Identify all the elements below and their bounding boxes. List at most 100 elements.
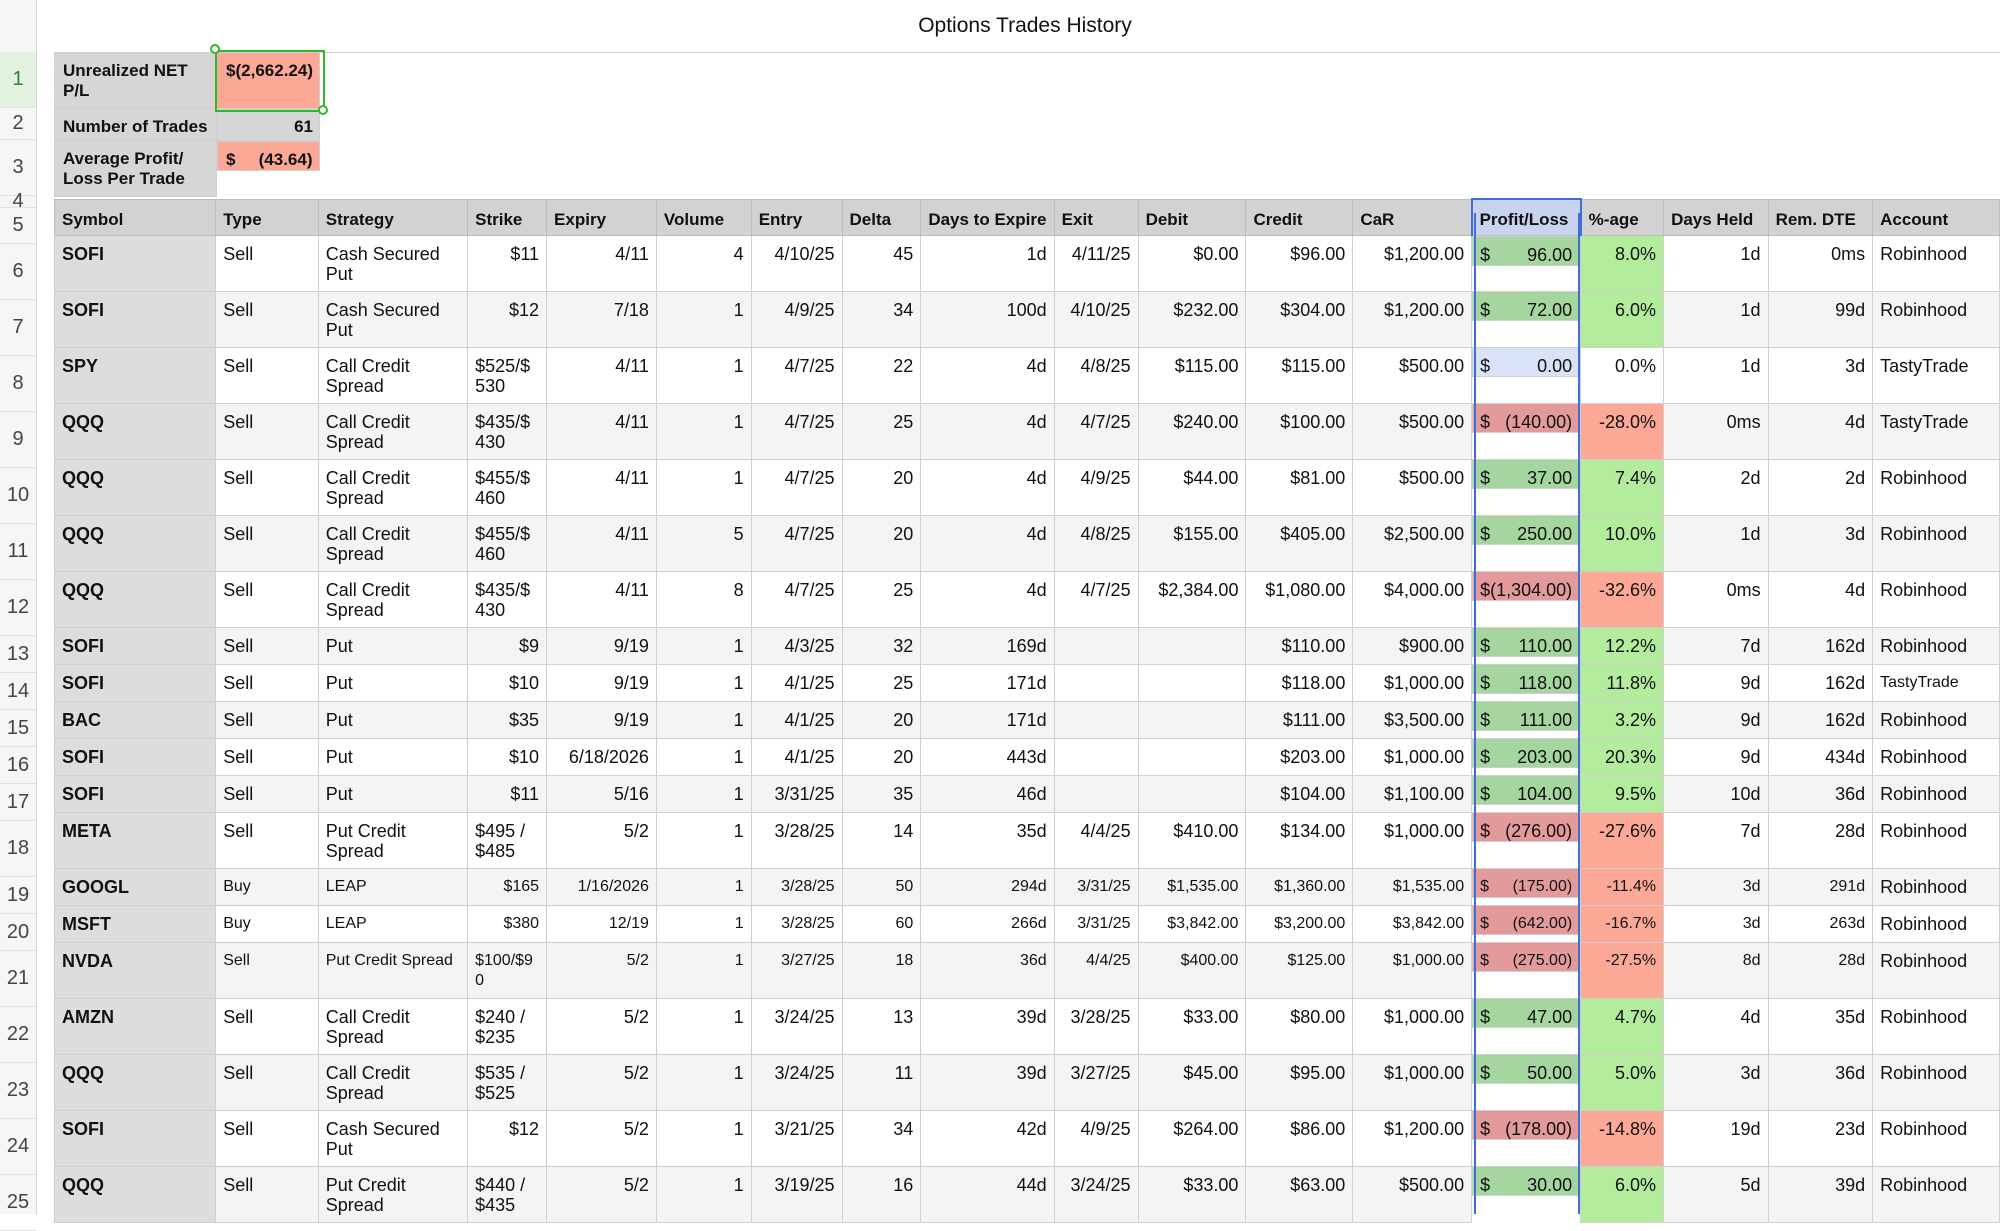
cell-type[interactable]: Sell (215, 1109, 319, 1167)
cell-delta[interactable]: 45 (841, 234, 922, 292)
cell-symbol[interactable]: QQQ (53, 1053, 217, 1111)
cell-expiry[interactable]: 4/11 (546, 402, 657, 460)
cell-debit[interactable] (1137, 774, 1247, 813)
cell-days-held[interactable]: 9d (1663, 737, 1769, 776)
cell-car[interactable]: $1,200.00 (1352, 234, 1473, 292)
cell-dte[interactable]: 171d (920, 663, 1055, 702)
cell-days-held[interactable]: 7d (1663, 626, 1769, 665)
cell-strategy[interactable]: Put (317, 774, 469, 813)
cell-credit[interactable]: $63.00 (1245, 1165, 1354, 1223)
row-number[interactable]: 2 (0, 108, 36, 140)
cell-rem-dte[interactable]: 2d (1767, 458, 1874, 516)
cell-symbol[interactable]: QQQ (53, 514, 217, 572)
column-header-days-to-expire[interactable]: Days to Expire (920, 198, 1055, 236)
cell-type[interactable]: Sell (215, 514, 319, 572)
column-header-credit[interactable]: Credit (1245, 198, 1354, 236)
cell-type[interactable]: Buy (215, 867, 319, 906)
cell-symbol[interactable]: SOFI (53, 663, 217, 702)
cell-expiry[interactable]: 4/11 (546, 234, 657, 292)
selection-handle-top[interactable] (210, 44, 220, 54)
cell-volume[interactable]: 1 (655, 774, 752, 813)
cell-strategy[interactable]: Call Credit Spread (317, 997, 469, 1055)
cell-delta[interactable]: 18 (841, 941, 922, 999)
cell-delta[interactable]: 11 (841, 1053, 922, 1111)
cell-dte[interactable]: 171d (920, 700, 1055, 739)
cell-volume[interactable]: 1 (655, 867, 752, 906)
cell-volume[interactable]: 1 (655, 402, 752, 460)
cell-strike[interactable]: $165 (467, 867, 548, 906)
cell-rem-dte[interactable]: 36d (1767, 774, 1874, 813)
selection-handle-bottom[interactable] (318, 105, 328, 115)
cell-type[interactable]: Sell (215, 663, 319, 702)
cell-exit[interactable]: 4/10/25 (1053, 290, 1139, 348)
cell-car[interactable]: $1,100.00 (1352, 774, 1473, 813)
row-number[interactable]: 18 (0, 821, 36, 877)
cell-rem-dte[interactable]: 99d (1767, 290, 1874, 348)
cell-exit[interactable]: 4/9/25 (1053, 458, 1139, 516)
cell-account[interactable]: Robinhood (1872, 626, 2000, 665)
cell-type[interactable]: Sell (215, 290, 319, 348)
cell-rem-dte[interactable]: 36d (1767, 1053, 1874, 1111)
cell-debit[interactable]: $2,384.00 (1137, 570, 1247, 628)
cell-type[interactable]: Sell (215, 737, 319, 776)
cell-delta[interactable]: 20 (841, 514, 922, 572)
cell-car[interactable]: $1,000.00 (1352, 737, 1473, 776)
cell-entry[interactable]: 3/27/25 (750, 941, 843, 999)
cell-debit[interactable]: $33.00 (1137, 997, 1247, 1055)
cell-symbol[interactable]: SOFI (53, 737, 217, 776)
cell-entry[interactable]: 4/1/25 (750, 700, 843, 739)
cell-entry[interactable]: 3/31/25 (750, 774, 843, 813)
cell-credit[interactable]: $203.00 (1245, 737, 1354, 776)
cell-delta[interactable]: 20 (841, 458, 922, 516)
cell-rem-dte[interactable]: 291d (1767, 867, 1874, 906)
cell-account[interactable]: Robinhood (1872, 811, 2000, 869)
cell-symbol[interactable]: QQQ (53, 402, 217, 460)
cell-entry[interactable]: 4/10/25 (750, 234, 843, 292)
cell-dte[interactable]: 42d (920, 1109, 1055, 1167)
cell-dte[interactable]: 44d (920, 1165, 1055, 1223)
cell-car[interactable]: $500.00 (1352, 458, 1473, 516)
cell-strategy[interactable]: Call Credit Spread (317, 570, 469, 628)
cell-strategy[interactable]: Call Credit Spread (317, 514, 469, 572)
cell-car[interactable]: $900.00 (1352, 626, 1473, 665)
cell-car[interactable]: $1,000.00 (1352, 1053, 1473, 1111)
cell-debit[interactable]: $155.00 (1137, 514, 1247, 572)
cell-percentage[interactable]: 8.0% (1580, 234, 1665, 292)
cell-strategy[interactable]: Cash Secured Put (317, 234, 469, 292)
column-header-profit-loss[interactable]: Profit/Loss (1470, 198, 1582, 236)
column-header-entry[interactable]: Entry (750, 198, 843, 236)
cell-credit[interactable]: $96.00 (1245, 234, 1354, 292)
cell-strategy[interactable]: Call Credit Spread (317, 346, 469, 404)
cell-volume[interactable]: 1 (655, 700, 752, 739)
cell-credit[interactable]: $110.00 (1245, 626, 1354, 665)
row-number[interactable]: 12 (0, 580, 36, 636)
cell-percentage[interactable]: 6.0% (1580, 1165, 1665, 1223)
cell-strategy[interactable]: Cash Secured Put (317, 290, 469, 348)
cell-car[interactable]: $3,842.00 (1352, 904, 1473, 943)
cell-profit-loss[interactable]: $47.00 (1472, 998, 1581, 1028)
cell-car[interactable]: $1,000.00 (1352, 811, 1473, 869)
cell-debit[interactable]: $232.00 (1137, 290, 1247, 348)
cell-exit[interactable]: 4/9/25 (1053, 1109, 1139, 1167)
cell-dte[interactable]: 36d (920, 941, 1055, 999)
cell-rem-dte[interactable]: 35d (1767, 997, 1874, 1055)
cell-expiry[interactable]: 5/2 (546, 997, 657, 1055)
cell-debit[interactable]: $1,535.00 (1137, 867, 1247, 906)
cell-credit[interactable]: $1,080.00 (1245, 570, 1354, 628)
cell-car[interactable]: $1,000.00 (1352, 997, 1473, 1055)
cell-strategy[interactable]: LEAP (317, 904, 469, 943)
cell-days-held[interactable]: 1d (1663, 346, 1769, 404)
cell-dte[interactable]: 4d (920, 514, 1055, 572)
cell-symbol[interactable]: QQQ (53, 570, 217, 628)
cell-account[interactable]: Robinhood (1872, 700, 2000, 739)
cell-exit[interactable]: 4/4/25 (1053, 941, 1139, 999)
cell-exit[interactable] (1053, 663, 1139, 702)
cell-type[interactable]: Sell (215, 774, 319, 813)
cell-credit[interactable]: $405.00 (1245, 514, 1354, 572)
cell-entry[interactable]: 3/21/25 (750, 1109, 843, 1167)
cell-volume[interactable]: 4 (655, 234, 752, 292)
cell-rem-dte[interactable]: 162d (1767, 700, 1874, 739)
cell-type[interactable]: Sell (215, 700, 319, 739)
cell-strategy[interactable]: Cash Secured Put (317, 1109, 469, 1167)
cell-percentage[interactable]: 0.0% (1580, 346, 1665, 404)
